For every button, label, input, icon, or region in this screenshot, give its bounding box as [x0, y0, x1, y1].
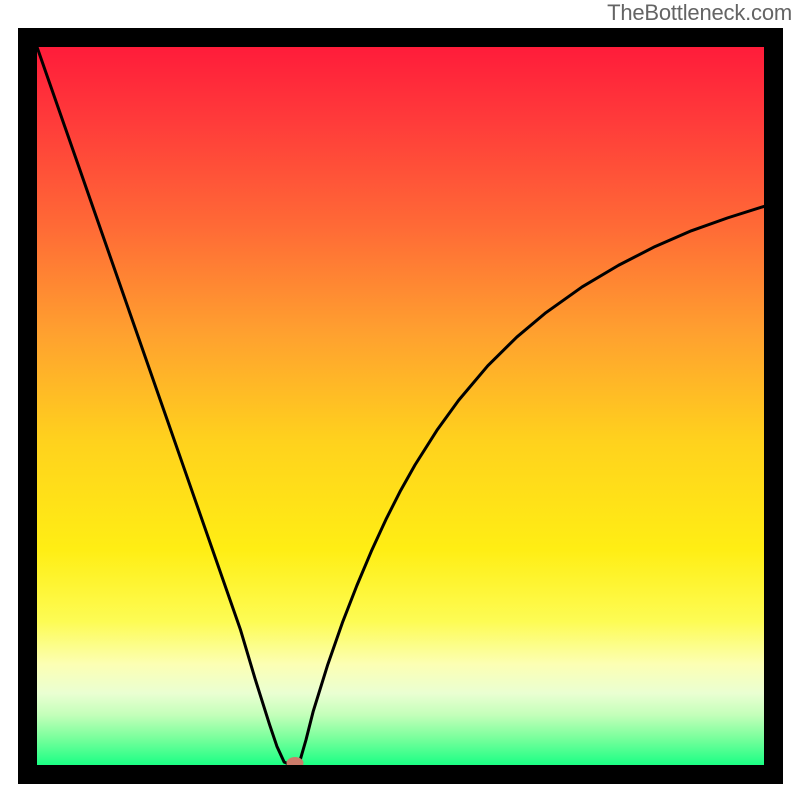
plot-frame [18, 28, 783, 784]
chart-container: { "watermark": { "text": "TheBottleneck.… [0, 0, 800, 800]
curve-layer [37, 47, 764, 765]
bottleneck-curve [37, 47, 764, 765]
optimum-marker [287, 757, 304, 769]
watermark-text: TheBottleneck.com [607, 0, 792, 26]
